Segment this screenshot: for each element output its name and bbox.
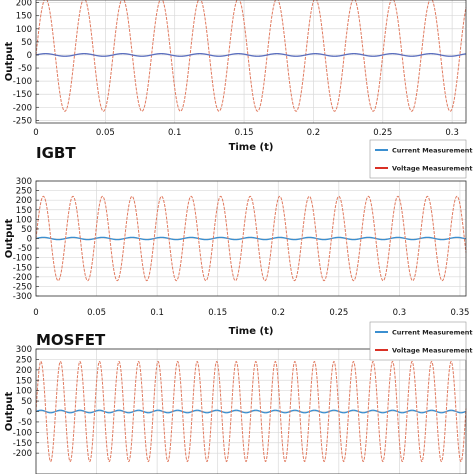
x-tick-label: 0.2: [271, 308, 285, 318]
legend-entry: Voltage Measurement: [392, 165, 472, 173]
y-tick-label: -300: [13, 292, 32, 302]
legend: Current Measurement Voltage Measurement: [369, 321, 473, 361]
y-tick-label: 100: [16, 215, 32, 225]
panel-title: MOSFET: [36, 331, 106, 349]
y-tick-label: 0: [27, 235, 32, 245]
y-tick-label: -50: [18, 418, 32, 428]
y-tick-label: 300: [16, 177, 32, 187]
x-axis-label: Time (t): [229, 326, 274, 337]
series-current-measurement-line: [35, 236, 467, 241]
x-tick-label: 0.05: [96, 128, 115, 138]
y-tick-label: 0: [27, 408, 32, 418]
y-tick-label: 100: [16, 387, 32, 397]
y-tick-label: -100: [13, 77, 32, 87]
legend-entry: Current Measurement: [392, 329, 473, 337]
y-tick-label: -50: [18, 64, 32, 74]
y-axis-label: Output: [4, 219, 15, 259]
x-tick-label: 0.35: [450, 308, 469, 318]
x-tick-label: 0.2: [307, 128, 321, 138]
series-current-line: [35, 53, 467, 57]
y-tick-label: -50: [18, 244, 32, 254]
x-tick-label: 0: [33, 128, 38, 138]
series-voltage-line: [35, 0, 467, 112]
y-tick-label: 300: [16, 345, 32, 355]
y-tick-label: 0: [27, 51, 32, 61]
x-axis-label: Time (t): [229, 142, 274, 153]
x-tick-label: 0.15: [235, 128, 254, 138]
x-tick-label: 0.15: [208, 308, 227, 318]
legend-box: [369, 139, 467, 179]
y-tick-label: 200: [16, 0, 32, 9]
legend-entry: Voltage Measurement: [392, 347, 472, 355]
y-tick-label: 50: [21, 38, 32, 48]
plot-area: [36, 0, 466, 123]
y-tick-label: -100: [13, 428, 32, 438]
x-tick-label: 0.3: [445, 128, 459, 138]
y-tick-label: -150: [13, 439, 32, 449]
x-tick-label: 0: [33, 308, 38, 318]
x-tick-label: 0.25: [373, 128, 392, 138]
y-tick-label: -150: [13, 263, 32, 273]
series-voltage-measurement-line: [35, 195, 467, 282]
x-tick-label: 0.3: [393, 308, 407, 318]
series-voltage-measurement-line: [35, 360, 467, 463]
y-tick-label: -200: [13, 103, 32, 113]
y-tick-label: 250: [16, 355, 32, 365]
y-tick-label: 50: [21, 397, 32, 407]
y-tick-label: -250: [13, 116, 32, 126]
legend-box: [369, 321, 467, 361]
y-tick-label: 200: [16, 196, 32, 206]
x-tick-label: 0.05: [87, 308, 106, 318]
y-tick-label: -200: [13, 273, 32, 283]
panel-title: IGBT: [36, 144, 76, 162]
y-tick-label: -250: [13, 282, 32, 292]
y-tick-label: -150: [13, 90, 32, 100]
y-axis-label: Output: [4, 392, 15, 432]
plot-frame: [35, 0, 467, 124]
y-tick-label: 100: [16, 25, 32, 35]
y-tick-label: 150: [16, 12, 32, 22]
y-tick-label: -200: [13, 449, 32, 459]
y-tick-label: 50: [21, 225, 32, 235]
y-tick-label: 150: [16, 376, 32, 386]
y-tick-label: 150: [16, 206, 32, 216]
y-tick-label: 250: [16, 187, 32, 197]
y-axis-label: Output: [4, 42, 15, 82]
legend-entry: Current Measurement: [392, 147, 473, 155]
y-tick-label: 200: [16, 366, 32, 376]
x-tick-label: 0.1: [150, 308, 164, 318]
y-tick-label: -100: [13, 254, 32, 264]
x-tick-label: 0.25: [329, 308, 348, 318]
chart-1: 300250200150100500-50-100-150-200-250-30…: [4, 139, 473, 337]
x-tick-label: 0.1: [168, 128, 182, 138]
legend: Current Measurement Voltage Measurement: [369, 139, 473, 179]
